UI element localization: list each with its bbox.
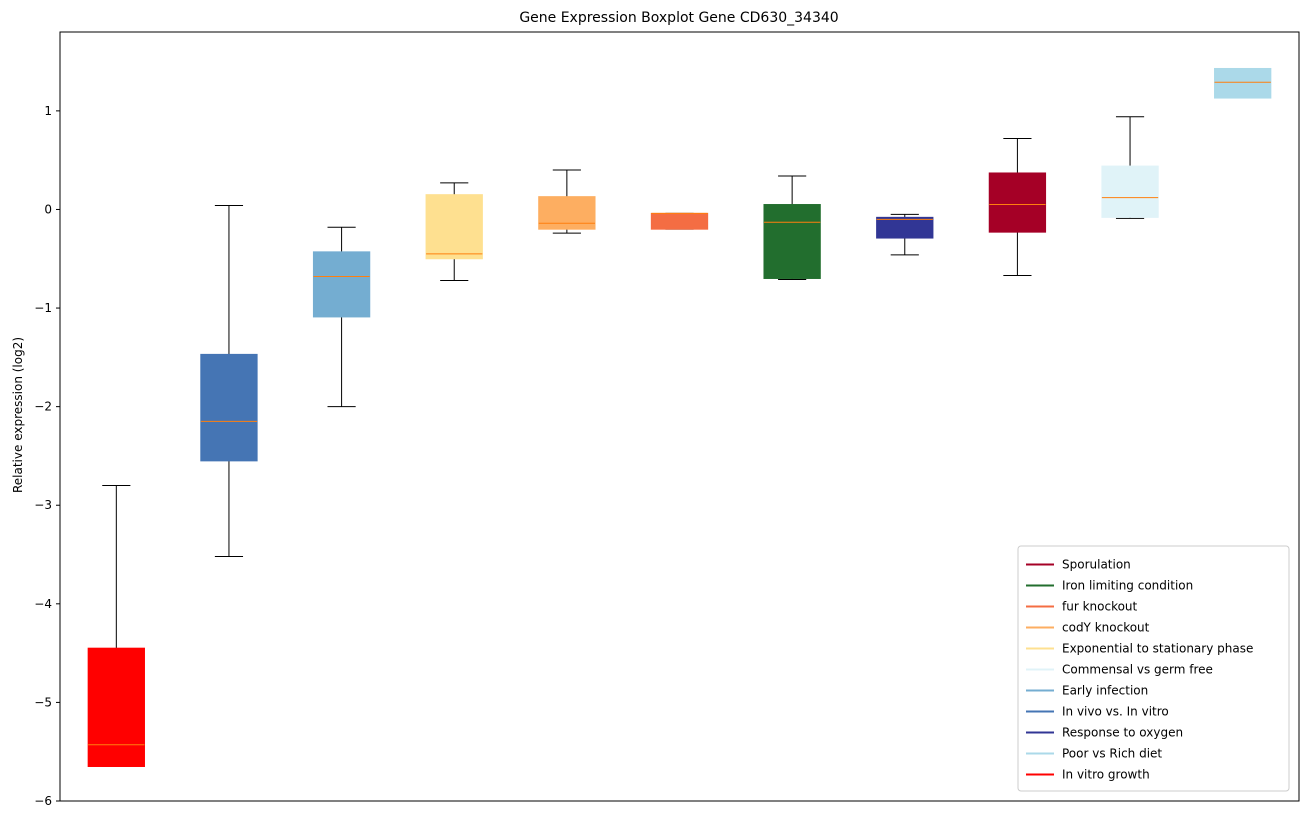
box-body [650, 212, 709, 230]
box-body [87, 647, 145, 767]
chart-title: Gene Expression Boxplot Gene CD630_34340 [519, 10, 838, 26]
box-sporulation [988, 137, 1047, 277]
legend-label: Response to oxygen [1062, 726, 1183, 740]
box-body [763, 204, 821, 279]
legend-label: Exponential to stationary phase [1062, 642, 1253, 656]
y-tick-label: 1 [44, 104, 52, 118]
y-tick-label: −2 [34, 400, 52, 414]
box-exponential-to-stationary-phase [425, 182, 483, 281]
legend-label: Early infection [1062, 684, 1148, 698]
legend-label: Commensal vs germ free [1062, 663, 1213, 677]
legend-frame [1017, 545, 1290, 792]
box-body [200, 353, 258, 462]
plot-frame [59, 31, 1300, 802]
legend-item: Early infection [1026, 684, 1148, 698]
box-poor-vs-rich-diet [1214, 67, 1272, 99]
y-tick-label: −4 [34, 597, 52, 611]
box-response-to-oxygen [876, 213, 934, 256]
legend-item: In vivo vs. In vitro [1026, 705, 1169, 719]
legend-item: Sporulation [1026, 558, 1131, 572]
y-tick-label: 0 [44, 202, 52, 216]
box-body [538, 196, 596, 230]
legend-item: In vitro growth [1026, 768, 1150, 782]
legend-label: fur knockout [1062, 600, 1138, 614]
legend-item: codY knockout [1026, 621, 1150, 635]
box-in-vitro-growth [87, 485, 145, 767]
y-tick-label: −3 [34, 498, 52, 512]
box-in-vivo-vs-in-vitro [200, 205, 258, 557]
legend-label: codY knockout [1062, 621, 1150, 635]
legend-label: Poor vs Rich diet [1062, 747, 1162, 761]
legend: Sporulation Iron limiting condition fur kn… [1017, 545, 1290, 792]
box-cody-knockout [538, 169, 596, 234]
legend-item: fur knockout [1026, 600, 1138, 614]
box-commensal-vs-germ-free [1101, 116, 1159, 219]
legend-item: Iron limiting condition [1026, 579, 1193, 593]
legend-label: In vivo vs. In vitro [1062, 705, 1169, 719]
box-early-infection [312, 226, 371, 408]
legend-item: Commensal vs germ free [1026, 663, 1213, 677]
legend-item: Response to oxygen [1026, 726, 1183, 740]
y-tick-label: −5 [34, 695, 52, 709]
box-body [312, 251, 371, 318]
y-tick-label: −1 [34, 301, 52, 315]
box-fur-knockout [650, 212, 709, 230]
box-body [1214, 67, 1272, 99]
box-body [876, 216, 934, 239]
legend-item: Exponential to stationary phase [1026, 642, 1253, 656]
legend-label: In vitro growth [1062, 768, 1150, 782]
y-axis-label: Relative expression (log2) [11, 337, 25, 493]
box-body [1101, 165, 1159, 218]
box-body [988, 172, 1047, 233]
y-axis-ticks: −6 −5 −4 −3 −2 −1 0 1 [34, 104, 60, 808]
y-tick-label: −6 [34, 794, 52, 808]
boxes-group [87, 67, 1272, 767]
legend-label: Iron limiting condition [1062, 579, 1193, 593]
box-iron-limiting-condition [763, 175, 821, 280]
legend-item: Poor vs Rich diet [1026, 747, 1162, 761]
box-body [425, 194, 483, 260]
legend-label: Sporulation [1062, 558, 1131, 572]
